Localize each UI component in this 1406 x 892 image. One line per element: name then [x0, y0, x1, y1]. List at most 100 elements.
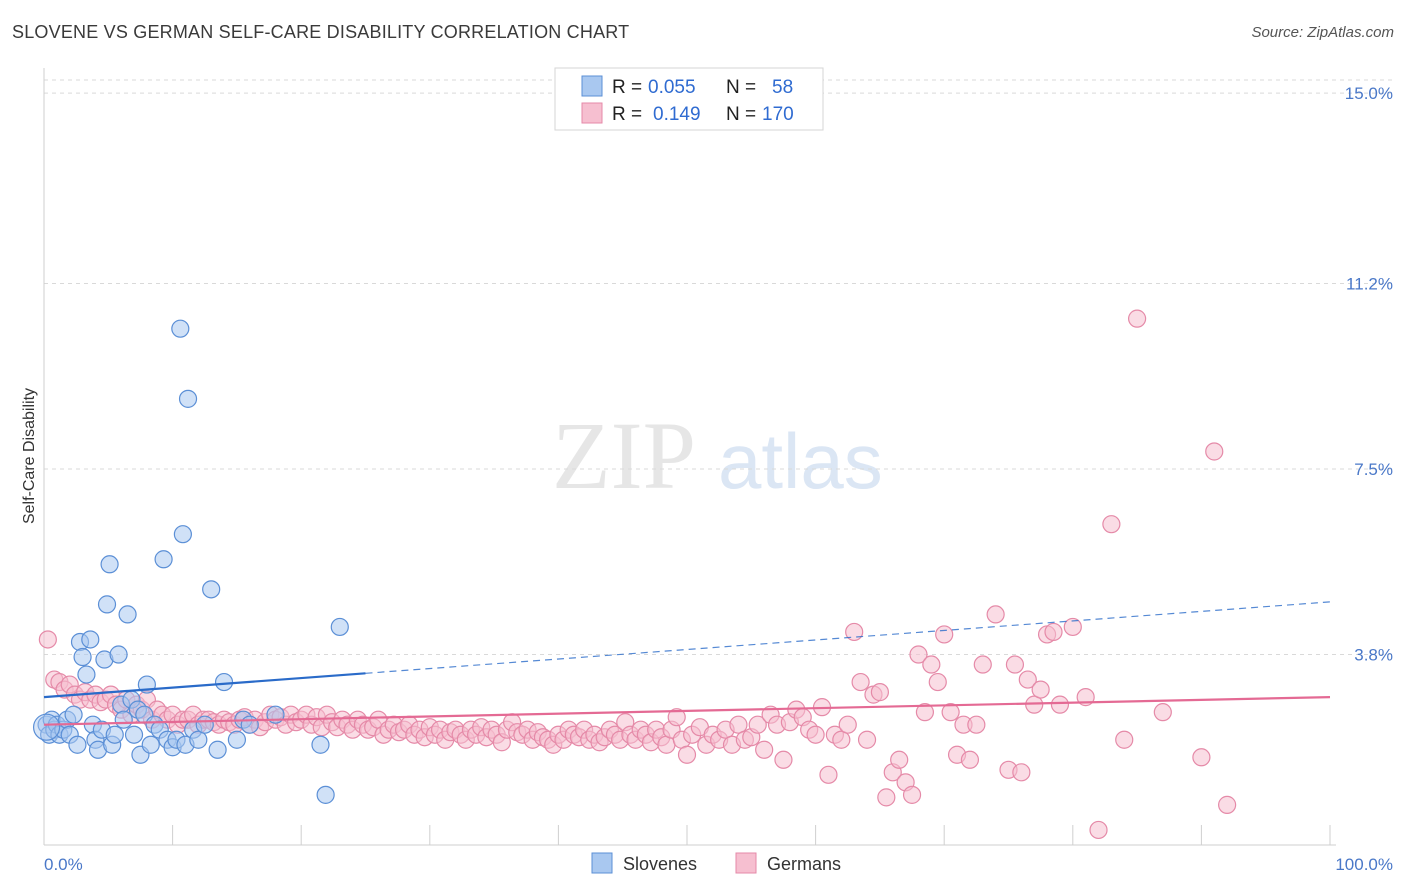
german-point-136 [755, 740, 774, 759]
slovene-point-9 [64, 705, 83, 724]
source-label: Source: ZipAtlas.com [1251, 24, 1394, 41]
bottom-legend-slovenes: Slovenes [623, 854, 697, 874]
slovene-point-47 [195, 715, 214, 734]
legend-r-label-germans: R = [612, 104, 642, 125]
slovene-point-51 [227, 730, 246, 749]
slovene-point-53 [240, 715, 259, 734]
slovene-point-29 [124, 725, 144, 744]
watermark-atlas: atlas [718, 417, 883, 505]
slovene-point-14 [81, 630, 100, 649]
chart-title: SLOVENE VS GERMAN SELF-CARE DISABILITY C… [12, 22, 630, 42]
german-point-180 [1050, 695, 1070, 714]
german-point-184 [1102, 515, 1121, 534]
german-point-159 [902, 785, 922, 804]
legend-swatch-germans [581, 102, 603, 124]
legend-n-value-slovenes: 58 [772, 77, 793, 98]
german-point-148 [832, 730, 851, 749]
slovene-trend-solid [43, 672, 366, 699]
legend-r-label-slovenes: R = [612, 77, 642, 98]
slovene-point-23 [105, 725, 124, 744]
slovene-point-26 [114, 710, 133, 729]
german-point-151 [851, 672, 870, 692]
german-point-190 [1218, 795, 1237, 814]
gridlines [44, 79, 1392, 656]
legend-r-value-slovenes: 0.055 [648, 77, 696, 98]
german-point-149 [838, 715, 857, 734]
german-point-173 [1005, 655, 1025, 674]
german-point-0 [38, 630, 57, 649]
legend-swatch-slovenes [581, 75, 603, 97]
bottom-legend-germans: Germans [767, 854, 841, 874]
y-tick-label-3: 15.0% [1345, 84, 1393, 103]
german-point-132 [729, 715, 748, 734]
slovene-point-41 [171, 319, 190, 338]
bottom-swatch-germans [735, 852, 757, 874]
legend-r-value-germans: 0.149 [653, 104, 701, 125]
german-point-186 [1127, 309, 1147, 328]
slovene-points [32, 319, 349, 804]
german-point-152 [857, 730, 877, 749]
german-points [38, 309, 1237, 840]
x-tick-labels: 0.0% 100.0% [44, 855, 1393, 874]
german-point-177 [1031, 680, 1050, 699]
german-point-168 [960, 750, 980, 769]
german-point-161 [915, 703, 935, 722]
german-point-187 [1153, 703, 1172, 722]
slovene-trend-dashed [365, 601, 1331, 674]
german-point-171 [986, 605, 1005, 624]
slovene-point-10 [68, 735, 87, 754]
german-point-175 [1018, 670, 1037, 689]
german-point-185 [1115, 730, 1134, 749]
german-point-183 [1089, 820, 1108, 840]
y-tick-label-0: 3.8% [1354, 646, 1393, 665]
slovene-point-42 [173, 525, 192, 544]
legend-n-value-germans: 170 [762, 104, 794, 125]
slovene-point-55 [330, 617, 349, 637]
y-tick-labels: 3.8% 7.5% 11.2% 15.0% [1345, 84, 1393, 664]
x-tick-label-1: 100.0% [1335, 855, 1393, 874]
german-point-124 [677, 745, 697, 764]
slovene-point-37 [154, 550, 173, 569]
slovene-point-34 [141, 735, 160, 754]
german-point-179 [1044, 622, 1063, 642]
slovene-point-46 [189, 730, 208, 749]
stats-legend: R = 0.055 N = 58 R = 0.149 N = 170 [554, 67, 824, 131]
german-point-189 [1205, 442, 1224, 461]
german-trend [43, 696, 1331, 726]
german-point-144 [806, 725, 825, 744]
german-point-146 [819, 765, 838, 784]
slovene-point-49 [208, 740, 227, 759]
german-point-154 [870, 683, 890, 702]
slovene-point-57 [316, 785, 335, 804]
x-tick-label-0: 0.0% [44, 855, 83, 874]
slovene-point-13 [77, 665, 96, 684]
bottom-swatch-slovenes [591, 852, 613, 874]
slovene-point-21 [100, 555, 119, 574]
german-point-163 [928, 672, 947, 692]
trend-lines [43, 601, 1331, 726]
slovene-point-27 [118, 605, 137, 624]
watermark-zip: ZIP [552, 402, 696, 509]
slovene-point-48 [202, 580, 221, 599]
german-point-155 [877, 788, 896, 807]
german-point-120 [657, 735, 676, 754]
german-point-165 [941, 703, 960, 722]
y-tick-label-1: 7.5% [1354, 460, 1393, 479]
y-tick-label-2: 11.2% [1346, 275, 1393, 294]
y-axis-label: Self-Care Disability [21, 388, 38, 524]
german-point-181 [1063, 617, 1082, 637]
german-point-135 [748, 715, 767, 734]
x-ticks [43, 825, 1331, 845]
german-point-139 [774, 750, 793, 769]
slovene-point-20 [97, 595, 117, 614]
slovene-point-50 [214, 672, 234, 692]
slovene-point-cluster [32, 713, 61, 741]
german-point-169 [967, 715, 986, 734]
series-legend: Slovenes Germans [591, 852, 841, 874]
german-point-174 [1012, 763, 1031, 782]
german-point-162 [922, 655, 941, 674]
legend-n-label-slovenes: N = [726, 77, 756, 98]
german-point-170 [973, 655, 992, 674]
legend-n-label-germans: N = [726, 104, 756, 125]
